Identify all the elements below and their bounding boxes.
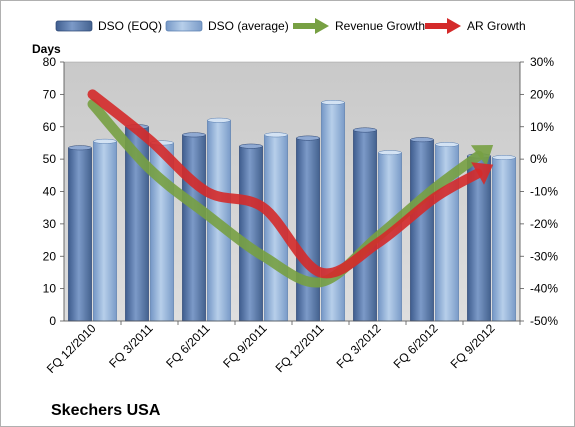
bar-cap-dso-eoq (239, 143, 263, 149)
y-left-tick-label: 70 (43, 87, 57, 101)
line-series-group (87, 89, 494, 288)
bar-dso-eoq (68, 147, 92, 322)
y-right-tick-label: 0% (530, 152, 548, 166)
bar-cap-dso-average (93, 138, 117, 144)
y-right-tick-label: 30% (530, 55, 554, 69)
bar-cap-dso-average (264, 132, 288, 138)
bar-cap-dso-average (435, 142, 459, 148)
legend-arrow-ar-growth (447, 18, 461, 34)
y-left-tick-label: 80 (43, 55, 57, 69)
y-axis-title: Days (32, 42, 61, 56)
y-right-tick-label: 20% (530, 87, 554, 101)
bar-cap-dso-eoq (68, 145, 92, 151)
bar-cap-dso-average (378, 150, 402, 156)
legend-label-dso-eoq: DSO (EOQ) (98, 19, 162, 33)
bar-dso-eoq (182, 134, 206, 322)
y-left-tick-label: 10 (43, 282, 57, 296)
y-left-tick-label: 30 (43, 217, 57, 231)
legend-label-ar-growth: AR Growth (467, 19, 526, 33)
bar-dso-average (93, 140, 117, 322)
y-right-tick-label: -50% (530, 314, 558, 328)
legend-swatch-dso-average (165, 20, 203, 32)
bar-cap-dso-eoq (353, 127, 377, 133)
y-left-tick-label: 50 (43, 152, 57, 166)
bar-cap-dso-eoq (410, 137, 434, 143)
arrowhead-ar-growth (471, 162, 494, 185)
y-axis-left: 0 10 20 30 40 50 60 70 80 (43, 55, 65, 328)
y-left-tick-label: 0 (49, 314, 56, 328)
y-axis-right: -50% -40% -30% -20% -10% 0% 10% 20% 30% (519, 55, 558, 328)
bar-dso-average (321, 102, 345, 322)
y-right-tick-label: -30% (530, 249, 558, 263)
bar-dso-eoq (410, 139, 434, 322)
bar-dso-eoq (239, 145, 263, 322)
y-left-tick-label: 40 (43, 185, 57, 199)
bar-cap-dso-eoq (182, 132, 206, 138)
bar-dso-eoq (353, 129, 377, 322)
y-right-tick-label: 10% (530, 120, 554, 134)
y-left-tick-label: 20 (43, 249, 57, 263)
legend-label-dso-average: DSO (average) (208, 19, 289, 33)
line-revenue-growth (87, 99, 484, 288)
arrowhead-revenue-growth (470, 144, 494, 167)
legend-swatch-dso-eoq (55, 20, 93, 32)
legend: DSO (EOQ) DSO (average) Revenue Growth AR G… (55, 18, 526, 34)
bar-cap-dso-average (321, 100, 345, 105)
bar-dso-eoq (296, 137, 320, 322)
bar-dso-average (492, 157, 516, 322)
y-right-tick-label: -40% (530, 282, 558, 296)
y-left-tick-label: 60 (43, 120, 57, 134)
legend-label-revenue-growth: Revenue Growth (335, 19, 425, 33)
chart-title: Skechers USA (51, 402, 161, 419)
legend-arrow-revenue-growth (315, 18, 329, 34)
bar-cap-dso-eoq (296, 135, 320, 141)
line-ar-growth (87, 89, 483, 279)
y-right-tick-label: -10% (530, 185, 558, 199)
y-right-tick-label: -20% (530, 217, 558, 231)
bar-cap-dso-average (207, 117, 231, 123)
bar-cap-dso-average (492, 155, 516, 160)
